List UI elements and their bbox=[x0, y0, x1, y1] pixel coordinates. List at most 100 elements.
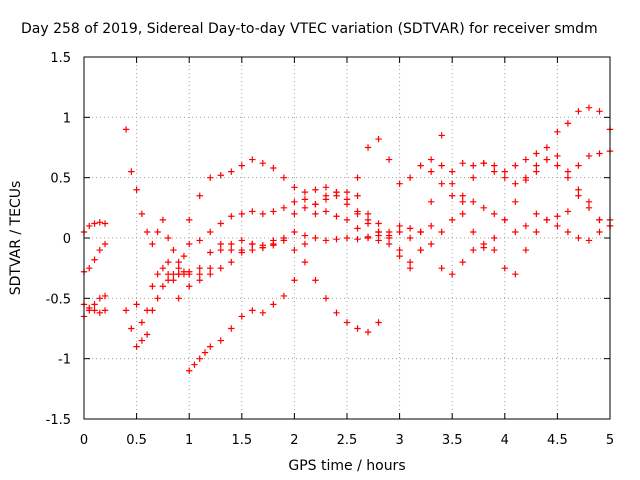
data-point bbox=[354, 210, 361, 218]
data-point bbox=[406, 174, 414, 181]
data-point bbox=[154, 271, 161, 278]
y-tick-label: 1 bbox=[63, 111, 71, 126]
data-point bbox=[406, 258, 414, 266]
data-point bbox=[228, 213, 235, 220]
data-point bbox=[596, 216, 603, 224]
data-point bbox=[470, 246, 477, 254]
data-point bbox=[554, 162, 561, 169]
data-point bbox=[86, 304, 93, 312]
data-point bbox=[449, 168, 456, 175]
data-point bbox=[133, 301, 140, 308]
data-point bbox=[280, 204, 288, 212]
axis-ticks bbox=[83, 56, 611, 420]
data-point bbox=[406, 234, 414, 242]
data-point bbox=[86, 264, 93, 272]
data-point bbox=[575, 108, 582, 115]
data-point bbox=[270, 208, 277, 215]
data-point bbox=[96, 309, 103, 317]
x-tick-label: 3.5 bbox=[442, 433, 463, 448]
data-point bbox=[512, 271, 519, 278]
data-point bbox=[270, 240, 277, 248]
series-sat-j bbox=[175, 162, 614, 302]
data-point bbox=[91, 256, 98, 263]
data-point bbox=[101, 307, 109, 314]
data-point bbox=[312, 201, 319, 208]
data-point bbox=[143, 331, 151, 338]
data-point bbox=[312, 210, 319, 218]
data-point bbox=[522, 156, 530, 163]
data-point bbox=[459, 159, 466, 167]
data-point bbox=[159, 283, 167, 290]
data-point bbox=[333, 213, 340, 220]
data-point bbox=[217, 246, 224, 254]
data-point bbox=[291, 184, 298, 191]
data-point bbox=[138, 337, 146, 344]
data-point bbox=[138, 319, 146, 326]
data-point bbox=[312, 234, 319, 242]
data-point bbox=[501, 216, 508, 224]
data-point bbox=[385, 156, 393, 163]
data-point bbox=[138, 210, 146, 218]
data-point bbox=[375, 220, 382, 227]
data-point bbox=[291, 277, 298, 284]
data-point bbox=[585, 204, 593, 212]
data-point bbox=[596, 150, 603, 157]
chart-title: Day 258 of 2019, Sidereal Day-to-day VTE… bbox=[21, 21, 598, 37]
data-point bbox=[91, 220, 98, 227]
y-tick-label: 0 bbox=[63, 232, 71, 247]
series-sat-e bbox=[122, 126, 382, 272]
data-point bbox=[564, 208, 572, 215]
data-point bbox=[343, 319, 351, 326]
data-point bbox=[564, 228, 572, 236]
data-point bbox=[333, 309, 340, 317]
data-point bbox=[159, 216, 167, 224]
data-point bbox=[280, 292, 288, 300]
data-point bbox=[480, 159, 487, 167]
data-point bbox=[186, 240, 193, 248]
data-point bbox=[564, 174, 572, 181]
data-point bbox=[375, 135, 382, 143]
x-tick-label: 0 bbox=[80, 433, 88, 448]
data-point bbox=[186, 271, 193, 278]
data-point bbox=[301, 240, 309, 248]
data-point bbox=[533, 228, 540, 236]
data-point bbox=[585, 198, 593, 205]
data-point bbox=[322, 295, 330, 302]
data-point bbox=[333, 236, 340, 243]
data-point bbox=[301, 188, 309, 196]
data-point bbox=[91, 307, 98, 314]
y-tick-label: -1.5 bbox=[46, 413, 71, 428]
data-point bbox=[270, 164, 277, 172]
data-point bbox=[207, 343, 214, 350]
data-point bbox=[417, 228, 424, 236]
x-tick-label: 5 bbox=[606, 433, 614, 448]
data-point bbox=[491, 168, 498, 175]
data-point bbox=[154, 228, 161, 236]
data-point bbox=[249, 246, 256, 254]
data-point bbox=[396, 180, 403, 187]
data-point bbox=[249, 208, 256, 215]
data-point bbox=[512, 180, 519, 187]
data-point bbox=[438, 228, 445, 236]
data-point bbox=[228, 168, 235, 175]
data-point bbox=[207, 249, 214, 256]
data-point bbox=[364, 220, 372, 227]
data-point bbox=[312, 277, 319, 284]
data-point bbox=[427, 240, 435, 248]
x-axis-label: GPS time / hours bbox=[288, 458, 405, 474]
data-point bbox=[180, 252, 188, 260]
data-point bbox=[512, 198, 519, 205]
data-point bbox=[554, 152, 561, 160]
x-tick-label: 4.5 bbox=[547, 433, 568, 448]
data-point bbox=[343, 188, 351, 196]
data-point bbox=[564, 168, 572, 175]
data-point bbox=[491, 234, 498, 242]
data-point bbox=[575, 186, 582, 193]
data-point bbox=[343, 196, 351, 203]
data-point bbox=[96, 295, 103, 302]
data-point bbox=[396, 222, 403, 230]
data-point bbox=[585, 104, 593, 111]
data-point bbox=[164, 258, 172, 266]
x-tick-label: 3 bbox=[395, 433, 403, 448]
